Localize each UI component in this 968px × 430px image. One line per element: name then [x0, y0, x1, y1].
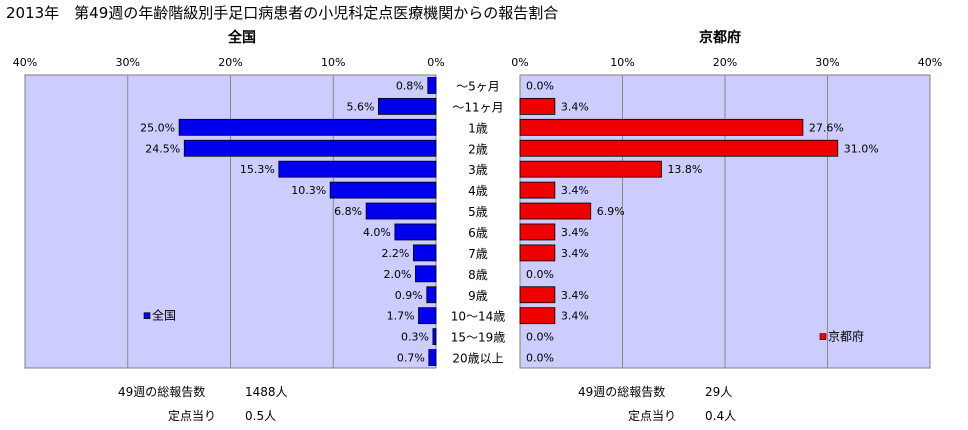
category-label: ～5ヶ月 — [456, 79, 500, 93]
kyoto-value-label: 0.0% — [526, 352, 554, 365]
kyoto-bar — [519, 244, 556, 262]
kyoto-value-label: 0.0% — [526, 79, 554, 92]
kyoto-bar — [519, 97, 556, 115]
national-bar — [428, 349, 437, 366]
kyoto-value-label: 3.4% — [561, 289, 589, 302]
national-value-label: 4.0% — [363, 226, 391, 239]
kyoto-value-label: 6.9% — [597, 205, 625, 218]
national-value-label: 5.6% — [347, 100, 375, 113]
kyoto-bar — [519, 181, 556, 199]
national-value-label: 0.7% — [397, 352, 425, 365]
category-label: 1歳 — [468, 121, 488, 135]
category-label: 5歳 — [468, 205, 488, 219]
national-bar — [427, 77, 437, 94]
national-value-label: 10.3% — [291, 184, 326, 197]
national-bar — [365, 202, 437, 220]
category-label: 3歳 — [468, 163, 488, 177]
national-value-label: 6.8% — [334, 205, 362, 218]
national-value-label: 0.9% — [395, 289, 423, 302]
kyoto-value-label: 0.0% — [526, 268, 554, 281]
national-value-label: 0.3% — [401, 331, 429, 344]
category-label: 4歳 — [468, 184, 488, 198]
kyoto-bar — [519, 223, 556, 241]
national-bar — [415, 265, 437, 283]
category-label: 20歳以上 — [452, 352, 503, 366]
category-label: 7歳 — [468, 247, 488, 261]
chart-title: 2013年 第49週の年齢階級別手足口病患者の小児科定点医療機関からの報告割合 — [6, 4, 559, 22]
national-value-label: 25.0% — [140, 121, 175, 134]
national-bar — [412, 244, 437, 262]
kyoto-value-label: 3.4% — [561, 184, 589, 197]
kyoto-tick-label: 0% — [511, 56, 528, 69]
kyoto-value-label: 13.8% — [667, 163, 702, 176]
national-value-label: 1.7% — [387, 310, 415, 323]
kyoto-value-label: 27.6% — [809, 121, 844, 134]
kyoto-bar — [519, 202, 592, 220]
national-tick-label: 20% — [218, 56, 242, 69]
national-bar — [394, 223, 437, 241]
legend-label-kyoto: 京都府 — [828, 329, 864, 344]
national-bar — [183, 139, 437, 157]
national-value-label: 0.8% — [396, 79, 424, 92]
legend-swatch-national — [143, 312, 151, 319]
national-value-label: 2.2% — [381, 247, 409, 260]
kyoto-tick-label: 30% — [815, 56, 839, 69]
kyoto-bar — [519, 307, 556, 325]
category-label: 2歳 — [468, 142, 488, 156]
national-bar — [432, 328, 437, 346]
kyoto-bar — [519, 118, 804, 136]
national-bar — [329, 181, 437, 199]
kyoto-panel-title: 京都府 — [699, 29, 741, 46]
national-value-label: 15.3% — [240, 163, 275, 176]
kyoto-tick-label: 10% — [610, 56, 634, 69]
legend-swatch-kyoto — [819, 333, 827, 340]
kyoto-tick-label: 20% — [713, 56, 737, 69]
kyoto-bar — [519, 139, 839, 157]
national-tick-label: 0% — [427, 56, 444, 69]
kyoto-value-label: 3.4% — [561, 310, 589, 323]
kyoto-value-label: 3.4% — [561, 226, 589, 239]
national-bar — [178, 118, 437, 136]
kyoto-value-label: 31.0% — [844, 142, 879, 155]
national-bar — [278, 160, 437, 178]
national-bar — [418, 307, 437, 325]
category-label: 15～19歳 — [451, 331, 506, 345]
national-tick-label: 10% — [321, 56, 345, 69]
category-label: 6歳 — [468, 226, 488, 240]
category-label: 8歳 — [468, 268, 488, 282]
national-tick-label: 40% — [13, 56, 37, 69]
kyoto-tick-label: 40% — [918, 56, 942, 69]
kyoto-value-label: 3.4% — [561, 100, 589, 113]
kyoto-bar — [519, 286, 556, 304]
category-label: 9歳 — [468, 289, 488, 303]
kyoto-value-label: 3.4% — [561, 247, 589, 260]
kyoto-bar — [519, 160, 662, 178]
category-label: 10～14歳 — [451, 310, 506, 324]
national-bar — [426, 286, 437, 304]
legend-label-national: 全国 — [152, 308, 176, 323]
national-value-label: 24.5% — [145, 142, 180, 155]
national-tick-label: 30% — [116, 56, 140, 69]
national-value-label: 2.0% — [383, 268, 411, 281]
national-bar — [378, 97, 437, 115]
national-panel-title: 全国 — [227, 29, 256, 46]
category-label: ～11ヶ月 — [452, 100, 503, 114]
kyoto-value-label: 0.0% — [526, 331, 554, 344]
